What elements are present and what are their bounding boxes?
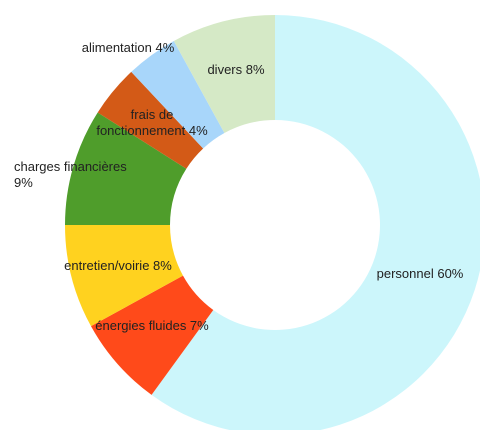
slice-frais-de-fonctionnement <box>97 71 204 169</box>
slice-label-line: charges financières <box>14 159 127 174</box>
slice-label-personnel: personnel 60% <box>377 266 464 281</box>
slice-personnel <box>151 15 480 430</box>
slice-label-line: énergies fluides 7% <box>95 318 209 333</box>
slice-label-line: fonctionnement 4% <box>96 123 208 138</box>
slice-label-line: personnel 60% <box>377 266 464 281</box>
slice-label-entretien-voirie: entretien/voirie 8% <box>64 258 172 273</box>
donut-slices <box>65 15 480 430</box>
slice-label-charges-financieres: charges financières 9% <box>14 159 127 190</box>
slice-label-line: alimentation 4% <box>82 40 175 55</box>
slice-label-line: entretien/voirie 8% <box>64 258 172 273</box>
slice-label-frais-de-fonctionnement: frais de fonctionnement 4% <box>96 107 208 138</box>
slice-label-line: divers 8% <box>207 62 265 77</box>
slice-label-line: frais de <box>131 107 174 122</box>
slice-labels: personnel 60% énergies fluides 7% entretie… <box>14 40 464 333</box>
slice-entretien-voirie <box>65 225 183 327</box>
slice-label-divers: divers 8% <box>207 62 265 77</box>
slice-energies-fluides <box>90 275 214 395</box>
slice-label-energies-fluides: énergies fluides 7% <box>95 318 209 333</box>
slice-alimentation <box>131 40 225 149</box>
slice-divers <box>173 15 275 133</box>
slice-label-alimentation: alimentation 4% <box>82 40 175 55</box>
slice-charges-financieres <box>65 112 187 225</box>
slice-label-line: 9% <box>14 175 33 190</box>
